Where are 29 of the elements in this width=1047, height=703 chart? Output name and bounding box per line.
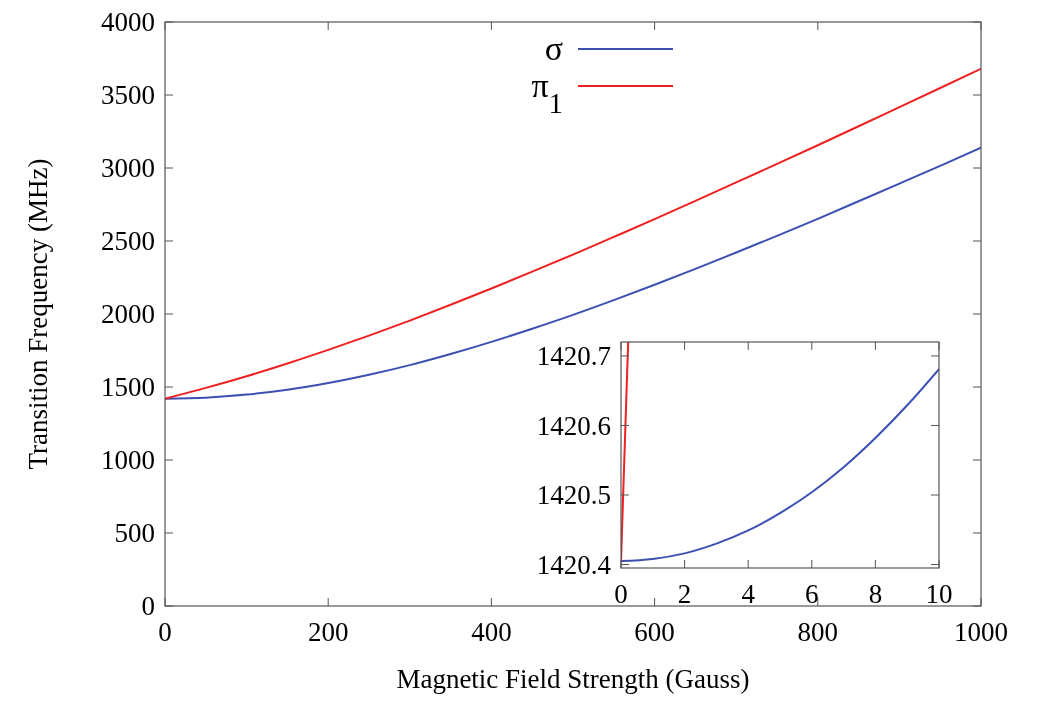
line-series — [621, 368, 939, 563]
x-tick-label: 2 — [677, 579, 692, 609]
line-series — [165, 146, 981, 400]
y-tick-label: 2500 — [101, 226, 155, 257]
x-tick-label: 8 — [868, 579, 883, 609]
x-axis-title: Magnetic Field Strength (Gauss) — [396, 664, 750, 694]
y-tick-label: 4000 — [101, 7, 155, 38]
x-tick-label: 200 — [307, 617, 349, 647]
x-tick-label: 4 — [741, 579, 756, 609]
line-series — [165, 67, 981, 400]
legend-label: π$_{1}$ — [531, 67, 563, 119]
y-tick-label: 500 — [114, 518, 155, 549]
x-tick-label: 1000 — [954, 617, 1008, 647]
x-tick-label: 6 — [805, 579, 819, 609]
x-tick-label: 400 — [471, 617, 512, 647]
x-tick-label: 10 — [925, 579, 953, 609]
legend-label: σ — [544, 30, 563, 67]
y-tick-label: 3500 — [101, 80, 155, 111]
y-tick-label: 3000 — [101, 153, 155, 184]
y-axis-title: Transition Frequency (MHz) — [23, 158, 53, 470]
y-tick-label: 2000 — [101, 299, 155, 330]
y-tick-label: 1000 — [101, 445, 155, 476]
y-tick-label: 1420.5 — [536, 480, 611, 511]
y-tick-label: 1420.6 — [536, 410, 611, 441]
x-tick-label: 600 — [634, 617, 675, 647]
y-tick-label: 1500 — [101, 372, 155, 403]
x-tick-label: 800 — [797, 617, 839, 647]
y-tick-label: 1420.7 — [536, 341, 611, 372]
y-tick-label: 1420.4 — [536, 549, 612, 580]
